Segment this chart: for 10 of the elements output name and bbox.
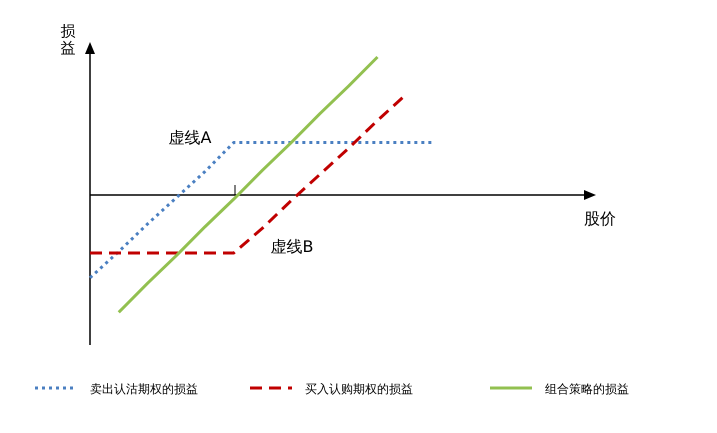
legend-item: 卖出认沽期权的损益 xyxy=(35,382,198,396)
legend-label: 买入认购期权的损益 xyxy=(305,382,413,396)
text: 股价 xyxy=(584,209,616,228)
legend-item: 组合策略的损益 xyxy=(490,382,629,396)
legend-item: 买入认购期权的损益 xyxy=(250,382,413,396)
legend-label: 卖出认沽期权的损益 xyxy=(90,382,198,396)
annotation: 虚线B xyxy=(270,237,314,256)
y-axis-title: 损益 xyxy=(60,22,76,57)
annotation: 虚线A xyxy=(168,128,212,147)
legend-label: 组合策略的损益 xyxy=(545,382,629,396)
